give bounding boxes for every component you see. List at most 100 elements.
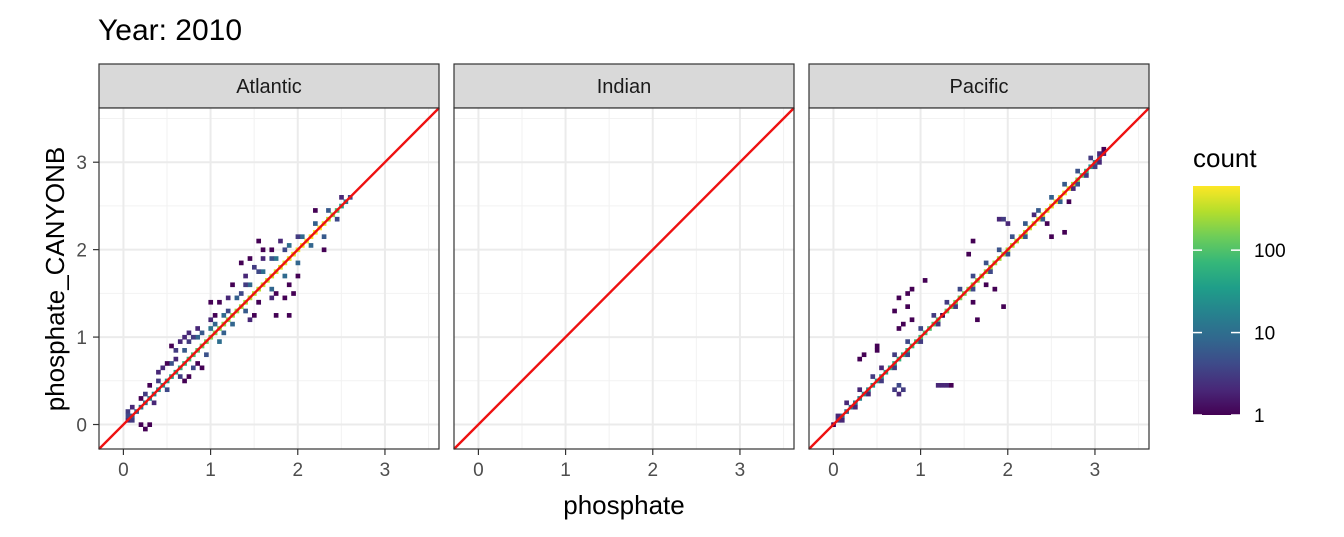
heatmap-tile — [892, 387, 897, 393]
heatmap-tile — [143, 426, 148, 432]
heatmap-tile — [861, 352, 867, 358]
heatmap-tile — [195, 334, 200, 340]
x-tick-label: 2 — [292, 460, 303, 481]
panel-indian: Indian 0 1 2 3 — [453, 63, 795, 481]
heatmap-tile — [313, 221, 318, 226]
heatmap-tile — [212, 321, 218, 327]
heatmap-tile — [186, 374, 192, 379]
heatmap-tile — [230, 321, 235, 327]
strip-pacific — [808, 63, 1150, 109]
heatmap-tile — [1005, 251, 1011, 257]
heatmap-tile — [243, 308, 248, 314]
heatmap-tile — [190, 334, 196, 340]
panel-grid — [99, 108, 439, 449]
heatmap-tile — [1062, 229, 1067, 235]
heatmap-tile — [844, 400, 849, 406]
heatmap-tile — [918, 326, 924, 331]
heatmap-tile — [1057, 199, 1063, 205]
heatmap-tile — [975, 317, 980, 323]
heatmap-tile — [147, 422, 153, 428]
heatmap-tile — [138, 422, 144, 428]
heatmap-tile — [273, 291, 279, 296]
heatmap-tile — [295, 234, 301, 240]
heatmap-tile — [321, 247, 327, 253]
heatmap-tile — [874, 343, 880, 349]
heatmap-tile — [900, 321, 906, 327]
heatmap-tile — [256, 299, 262, 305]
heatmap-tile — [269, 286, 275, 292]
x-tick-label: 2 — [647, 460, 658, 481]
heatmap-tile — [1088, 155, 1094, 161]
heatmap-tile — [208, 299, 214, 305]
heatmap-tile — [221, 313, 227, 318]
strip-atlantic — [98, 63, 440, 109]
heatmap-tile — [182, 378, 187, 384]
y-tick-label: 3 — [76, 153, 87, 174]
heatmap-tile — [169, 343, 174, 349]
x-axis-title: phosphate — [563, 490, 684, 520]
heatmap-tile — [879, 378, 884, 384]
panel-grid — [809, 108, 1149, 449]
heatmap-tile — [874, 348, 880, 353]
heatmap-tile — [295, 273, 301, 279]
panel-border — [453, 107, 795, 450]
heatmap-tile — [1075, 168, 1080, 174]
heatmap-tile — [1097, 151, 1102, 156]
x-tick-label: 3 — [380, 460, 391, 481]
heatmap-tile — [909, 286, 915, 292]
legend-break-label: 10 — [1254, 324, 1275, 345]
heatmap-tile — [1044, 221, 1050, 226]
y-axis-title: phosphate_CANYONB — [40, 147, 70, 411]
heatmap-tile — [299, 234, 305, 240]
heatmap-tile — [286, 313, 292, 318]
heatmap-tile — [944, 382, 950, 388]
heatmap-tile — [247, 317, 253, 323]
heatmap-tile — [186, 330, 192, 336]
heatmap-tile — [1001, 304, 1006, 309]
heatmap-tile — [931, 313, 937, 318]
heatmap-tile — [896, 382, 902, 388]
x-tick-label: 0 — [828, 460, 839, 481]
heatmap-tile — [291, 291, 296, 296]
heatmap-tile — [138, 396, 144, 401]
heatmap-tile — [339, 194, 344, 200]
legend-break-label: 1 — [1254, 406, 1265, 427]
heatmap-tile — [125, 413, 131, 419]
heatmap-tile — [238, 291, 244, 296]
heatmap-tile — [204, 352, 209, 358]
heatmap-tile — [225, 308, 231, 314]
heatmap-tile — [1092, 164, 1098, 170]
heatmap-tile — [151, 400, 157, 406]
y-axis-ticks: 0 1 2 3 — [76, 153, 99, 437]
heatmap-tile — [286, 243, 292, 248]
heatmap-tile — [970, 299, 976, 305]
heatmap-tile — [221, 330, 227, 336]
heatmap-tile — [996, 216, 1002, 222]
heatmap-tile — [935, 382, 941, 388]
heatmap-tile — [199, 365, 205, 371]
strip-indian — [453, 63, 795, 109]
heatmap-tile — [164, 361, 170, 366]
heatmap-tile — [892, 308, 897, 314]
heatmap-tile — [839, 417, 845, 423]
heatmap-tile — [282, 273, 288, 279]
x-tick-label: 3 — [1090, 460, 1101, 481]
heatmap-tile — [957, 286, 963, 292]
heatmap-tile — [273, 313, 279, 318]
heatmap-tile — [909, 317, 915, 323]
panel-border — [808, 107, 1150, 450]
heatmap-tile — [1036, 208, 1041, 213]
strip-label-atlantic: Atlantic — [236, 76, 302, 98]
heatmap-tile — [260, 269, 266, 274]
heatmap-tile — [970, 273, 976, 279]
heatmap-tile — [870, 374, 876, 379]
heatmap-tile — [326, 208, 331, 213]
heatmap-tile — [143, 391, 148, 397]
heatmap-tile — [195, 361, 200, 366]
heatmap-tile — [247, 256, 253, 261]
heatmap-tile — [217, 339, 222, 344]
heatmap-tile — [313, 208, 318, 213]
heatmap-tile — [935, 321, 941, 327]
heatmap-tile — [177, 339, 183, 344]
